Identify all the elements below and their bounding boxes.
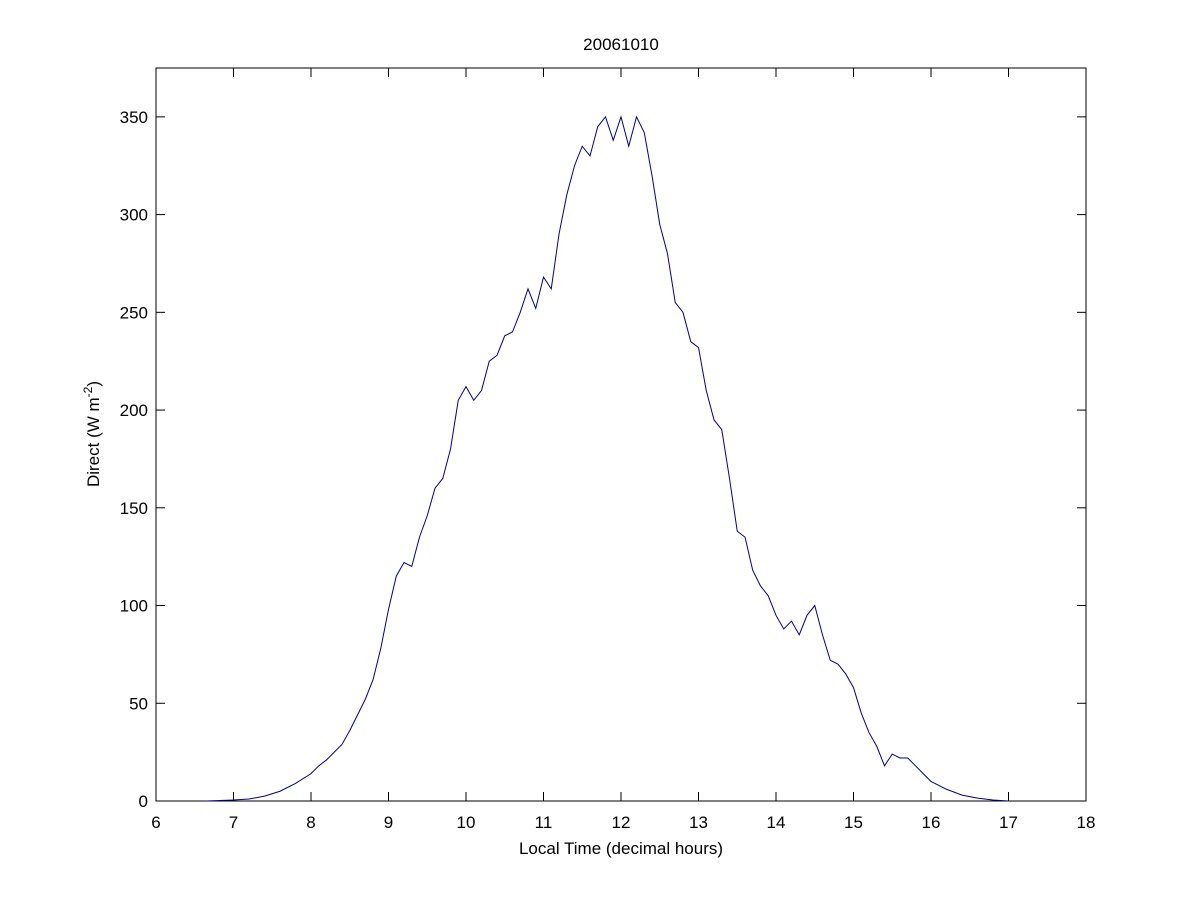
x-tick-label: 7 — [229, 813, 238, 832]
y-tick-label: 50 — [129, 694, 148, 713]
y-tick-label: 100 — [120, 597, 148, 616]
x-tick-label: 17 — [999, 813, 1018, 832]
y-tick-label: 150 — [120, 499, 148, 518]
x-tick-label: 10 — [457, 813, 476, 832]
x-tick-label: 9 — [384, 813, 393, 832]
x-tick-label: 11 — [535, 813, 553, 832]
x-tick-label: 12 — [612, 813, 631, 832]
x-axis-label: Local Time (decimal hours) — [519, 839, 723, 858]
plot-area — [155, 67, 1087, 802]
y-tick-label: 350 — [120, 108, 148, 127]
x-tick-label: 15 — [844, 813, 863, 832]
y-tick-label: 250 — [120, 303, 148, 322]
x-tick-label: 6 — [151, 813, 160, 832]
x-tick-label: 16 — [922, 813, 941, 832]
x-tick-label: 14 — [767, 813, 786, 832]
y-axis-label-text: Direct (W m — [84, 397, 103, 487]
y-tick-label: 0 — [139, 792, 148, 811]
y-axis-label: Direct (W m-2) — [81, 381, 103, 487]
x-tick-label: 18 — [1077, 813, 1096, 832]
y-axis-label-suffix: ) — [84, 381, 103, 387]
y-tick-label: 200 — [120, 401, 148, 420]
chart-title: 20061010 — [583, 35, 659, 54]
y-axis-label-superscript: -2 — [81, 386, 95, 397]
x-tick-label: 8 — [306, 813, 315, 832]
y-tick-label: 300 — [120, 206, 148, 225]
x-tick-label: 13 — [689, 813, 708, 832]
data-line — [206, 115, 1009, 802]
